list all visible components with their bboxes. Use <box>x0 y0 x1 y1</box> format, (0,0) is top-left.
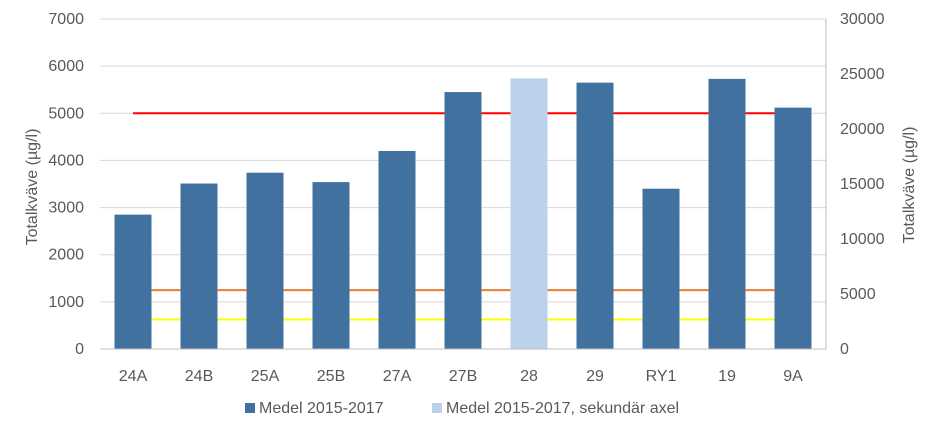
legend-swatch <box>245 403 255 413</box>
y-tick-label: 5000 <box>48 105 84 122</box>
bar-9A <box>774 107 812 349</box>
bar-RY1 <box>642 188 680 349</box>
legend-swatch <box>432 403 442 413</box>
y-tick-label: 3000 <box>48 200 84 217</box>
x-tick-label: 25A <box>251 368 280 385</box>
x-axis-ticks: 24A 24B 25A 25B 27A 27B 28 29 RY1 19 9A <box>119 368 803 385</box>
y-tick-label: 0 <box>75 341 84 358</box>
legend-label: Medel 2015-2017 <box>259 400 384 417</box>
x-tick-label: 27B <box>449 368 477 385</box>
y2-tick-label: 25000 <box>840 66 885 83</box>
x-tick-label: 19 <box>718 368 736 385</box>
y2-axis-title: Totalkväve (µg/l) <box>901 127 918 244</box>
x-tick-label: 25B <box>317 368 345 385</box>
y2-tick-label: 15000 <box>840 176 885 193</box>
x-tick-label: 28 <box>520 368 538 385</box>
y-tick-label: 6000 <box>48 58 84 75</box>
y2-tick-label: 30000 <box>840 11 885 28</box>
bar-24A <box>114 214 152 349</box>
y2-tick-label: 10000 <box>840 231 885 248</box>
y2-tick-label: 0 <box>840 341 849 358</box>
bar-25B <box>312 182 350 349</box>
legend: Medel 2015-2017 Medel 2015-2017, sekundär… <box>245 400 679 417</box>
y-tick-label: 2000 <box>48 247 84 264</box>
y-tick-label: 4000 <box>48 152 84 169</box>
y2-tick-label: 5000 <box>840 286 876 303</box>
y-axis-title: Totalkväve (µg/l) <box>24 129 41 246</box>
x-tick-label: 29 <box>586 368 604 385</box>
bar-28 <box>510 78 548 350</box>
y-tick-label: 7000 <box>48 11 84 28</box>
x-tick-label: RY1 <box>646 368 677 385</box>
x-tick-label: 24B <box>185 368 213 385</box>
bar-27B <box>444 92 482 350</box>
y-tick-label: 1000 <box>48 294 84 311</box>
y2-axis-ticks: 0 5000 10000 15000 20000 25000 30000 <box>840 11 885 358</box>
bar-27A <box>378 151 416 349</box>
bar-29 <box>576 82 614 350</box>
axes <box>100 19 827 350</box>
x-tick-label: 9A <box>783 368 803 385</box>
bar-24B <box>180 183 218 349</box>
legend-label: Medel 2015-2017, sekundär axel <box>446 400 679 417</box>
x-tick-label: 24A <box>119 368 148 385</box>
bar-19 <box>708 78 746 349</box>
bars <box>114 78 812 350</box>
bar-25A <box>246 172 284 349</box>
y2-tick-label: 20000 <box>840 121 885 138</box>
y-axis-ticks: 0 1000 2000 3000 4000 5000 6000 7000 <box>48 11 84 358</box>
x-tick-label: 27A <box>383 368 412 385</box>
